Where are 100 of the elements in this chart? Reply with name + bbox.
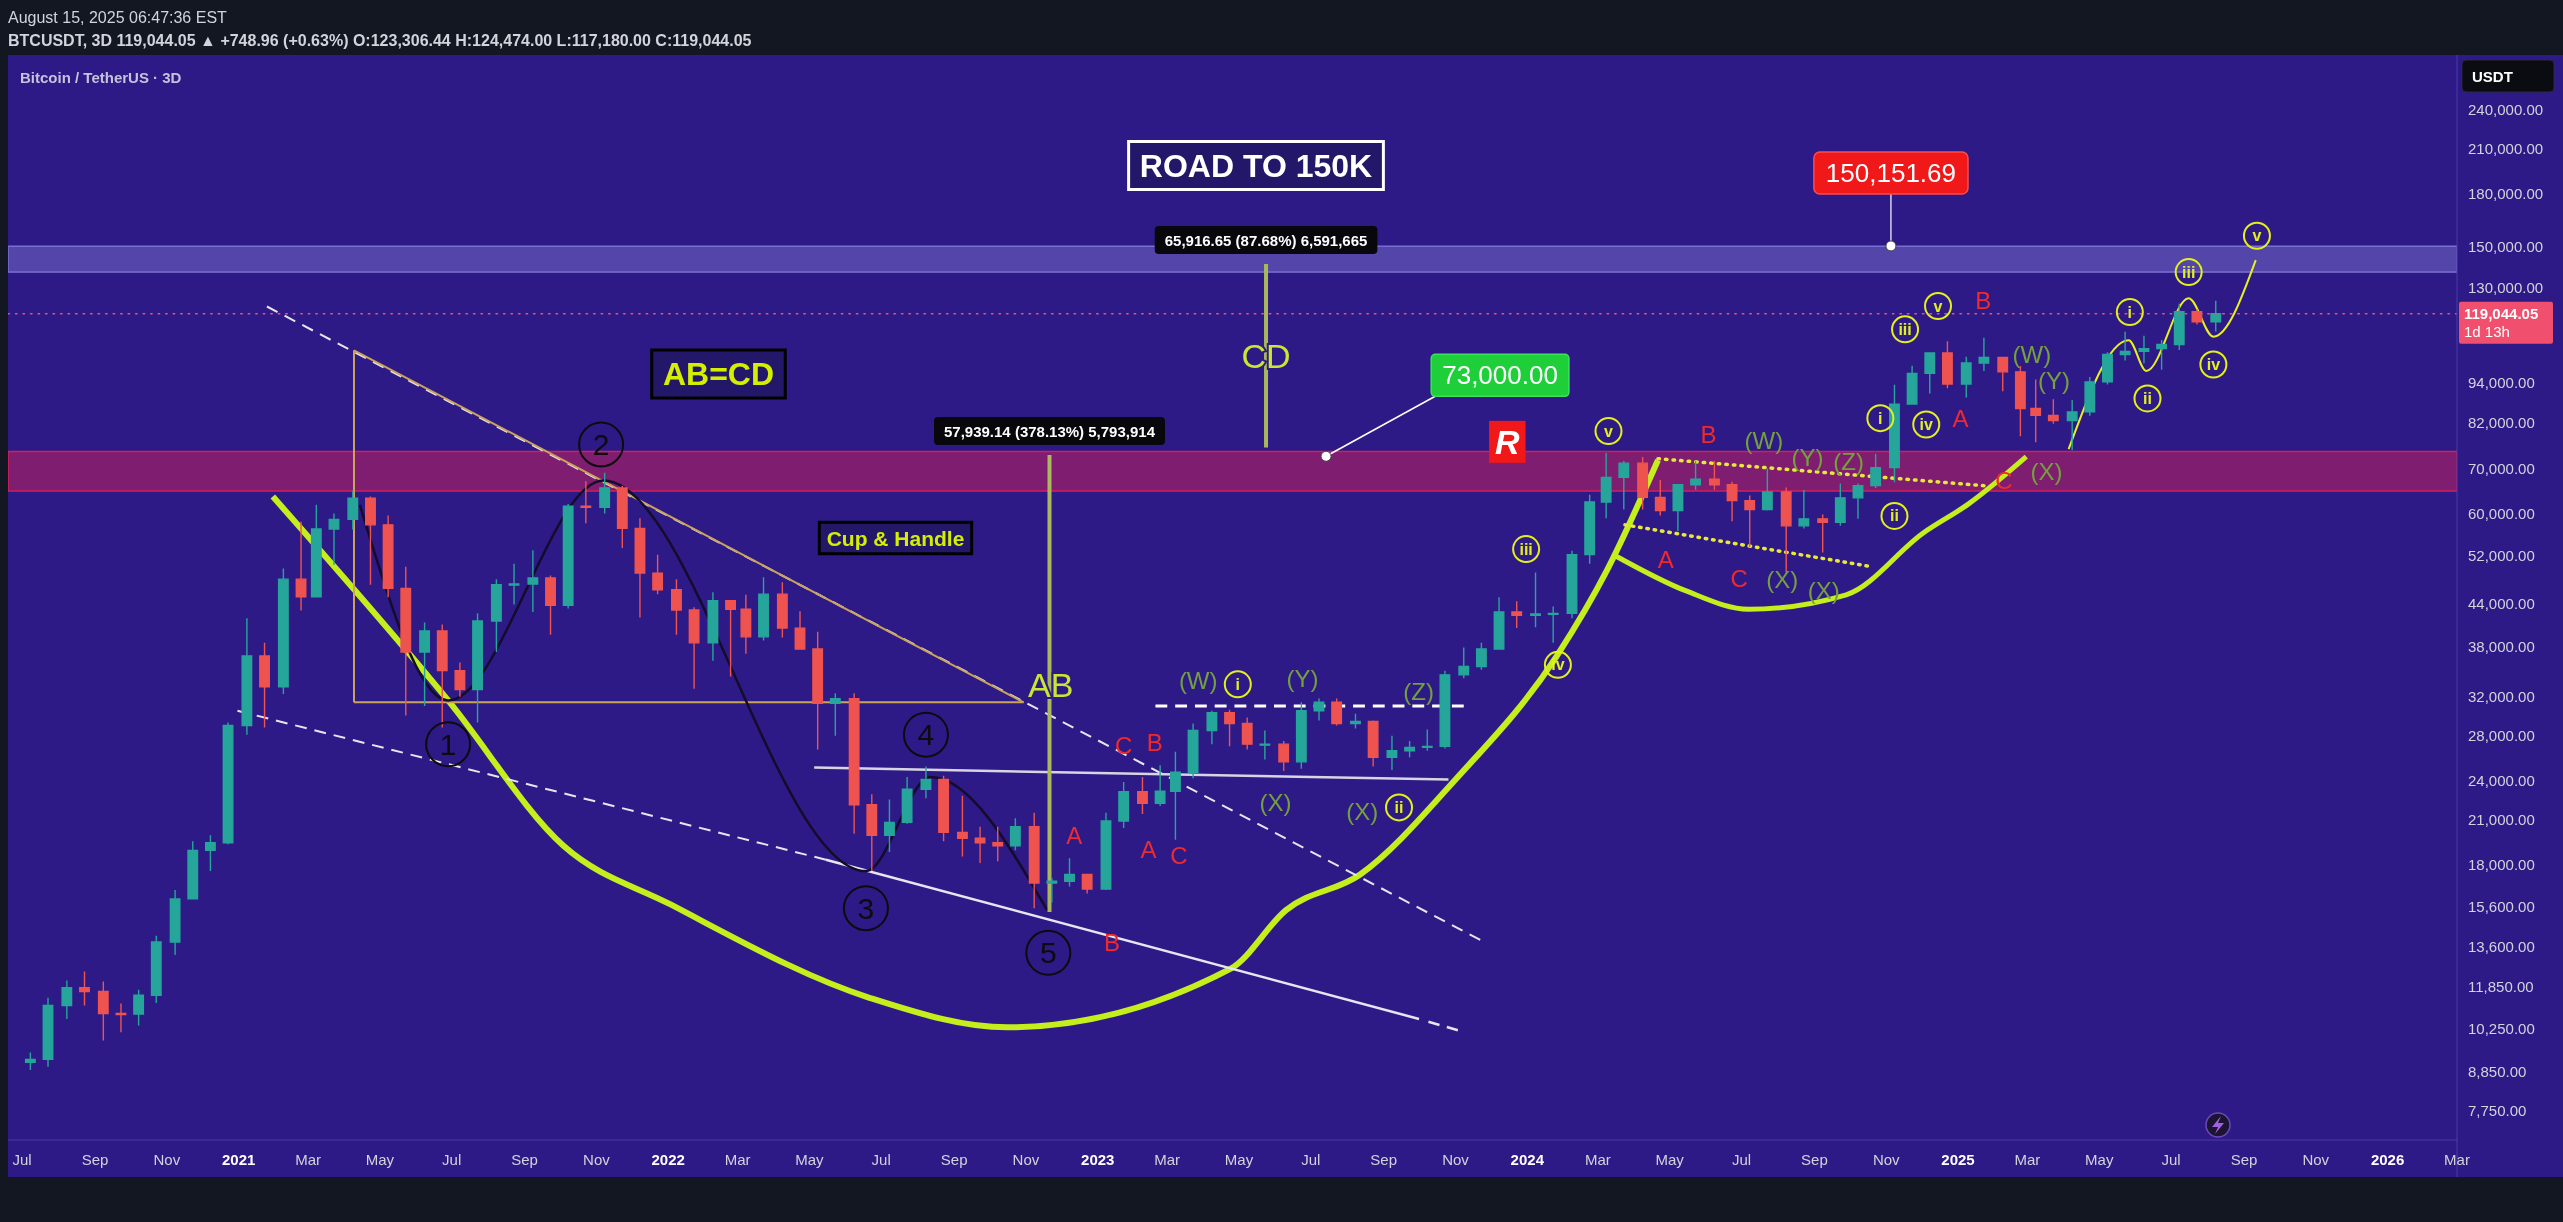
ref-line-label: 119,044.05	[2464, 305, 2539, 323]
annotation: ROAD TO 150K	[1139, 147, 1373, 184]
annotation: (X)	[1766, 566, 1799, 594]
y-tick-label: 210,000.00	[2468, 139, 2544, 157]
x-tick-label: May	[795, 1150, 825, 1168]
x-tick-label: 2023	[1081, 1150, 1115, 1168]
x-tick-label: Nov	[1442, 1150, 1470, 1168]
y-tick-label: 13,600.00	[2468, 937, 2535, 955]
annotation: ii	[2143, 389, 2152, 407]
x-tick-label: Mar	[2014, 1150, 2041, 1168]
y-tick-label: 82,000.00	[2468, 413, 2535, 431]
x-tick-label: Jul	[1301, 1150, 1321, 1168]
x-tick-label: Jul	[871, 1150, 891, 1168]
y-tick-label: 60,000.00	[2468, 504, 2535, 522]
text: BTCUSDT, 3D 119,044.05 ▲ +748.96 (+0.63%) O:123,306.44 H:124,474.00 L:117,180.00 C:119,044.05	[8, 31, 752, 49]
x-tick-label: Sep	[81, 1150, 109, 1168]
annotation: v	[1604, 422, 1614, 440]
annotation: A	[1657, 545, 1674, 573]
y-axis-title: USDT	[2472, 67, 2513, 85]
y-tick-label: 15,600.00	[2468, 897, 2535, 915]
x-tick-label: Mar	[724, 1150, 751, 1168]
x-tick-label: Jul	[2161, 1150, 2181, 1168]
annotation: 5	[1039, 936, 1057, 970]
x-tick-label: Mar	[1154, 1150, 1181, 1168]
annotation: (X)	[1346, 798, 1379, 826]
annotation: ii	[1394, 798, 1404, 816]
x-tick-label: 2025	[1941, 1150, 1975, 1168]
annotation: v	[2252, 227, 2262, 245]
annotation: (W)	[2012, 341, 2052, 369]
annotation: ii	[1890, 507, 1899, 525]
y-tick-label: 180,000.00	[2468, 184, 2544, 202]
x-tick-label: 2026	[2370, 1150, 2405, 1168]
y-tick-label: 8,850.00	[2468, 1063, 2527, 1081]
x-tick-label: Nov	[2302, 1150, 2330, 1168]
x-tick-label: Nov	[153, 1150, 181, 1168]
annotation: (Z)	[1403, 678, 1435, 706]
x-tick-label: May	[365, 1150, 395, 1168]
text: 1d 13h	[2464, 323, 2510, 341]
annotation: A	[1066, 821, 1083, 849]
x-tick-label: Mar	[295, 1150, 322, 1168]
annotation: C	[1730, 564, 1748, 592]
x-tick-label: May	[1655, 1150, 1685, 1168]
y-tick-label: 21,000.00	[2468, 811, 2535, 829]
x-tick-label: Sep	[1370, 1150, 1398, 1168]
x-tick-label: 2021	[221, 1150, 256, 1168]
annotation: R	[1495, 422, 1521, 461]
annotation: A	[1952, 405, 1969, 433]
annotation: AB=CD	[662, 356, 775, 392]
x-tick-label: 2022	[651, 1150, 685, 1168]
x-tick-label: Nov	[1872, 1150, 1901, 1168]
y-tick-label: 52,000.00	[2468, 546, 2535, 564]
annotation: 3	[857, 891, 875, 925]
annotation: i	[1878, 409, 1883, 427]
y-tick-label: 32,000.00	[2468, 688, 2535, 706]
y-tick-label: 10,250.00	[2468, 1020, 2535, 1038]
annotation: (X)	[1807, 577, 1840, 605]
annotation: C	[1115, 732, 1133, 760]
annotation: C	[1170, 842, 1188, 869]
annotation: 57,939.14 (378.13%) 5,793,914	[943, 422, 1156, 440]
annotation: (Y)	[1286, 665, 1319, 693]
annotation: (Z)	[1833, 448, 1864, 476]
annotation: v	[1933, 297, 1943, 315]
text: August 15, 2025 06:47:36 EST	[8, 8, 228, 26]
x-tick-label: Sep	[2230, 1150, 2258, 1168]
annotation: iii	[1519, 540, 1533, 558]
x-tick-label: May	[2085, 1150, 2114, 1168]
annotation: (W)	[1178, 666, 1218, 694]
annotation: (X)	[2030, 458, 2063, 486]
y-tick-label: 150,000.00	[2468, 237, 2544, 255]
annotation: iv	[1919, 416, 1934, 434]
text: Bitcoin / TetherUS · 3D	[20, 68, 182, 86]
y-tick-label: 94,000.00	[2468, 374, 2535, 392]
annotation: B	[1975, 286, 1992, 314]
y-tick-label: 11,850.00	[2468, 977, 2534, 995]
x-tick-label: Nov	[583, 1150, 611, 1168]
y-tick-label: 28,000.00	[2468, 727, 2535, 745]
x-tick-label: 2024	[1510, 1150, 1545, 1168]
x-tick-label: Jul	[1731, 1150, 1752, 1168]
annotation: 65,916.65 (87.68%) 6,591,665	[1164, 231, 1368, 249]
y-tick-label: 70,000.00	[2468, 460, 2535, 478]
annotation: A	[1140, 836, 1157, 864]
annotation: B	[1146, 729, 1163, 757]
annotation: Cup & Handle	[826, 526, 965, 550]
y-tick-label: 130,000.00	[2468, 279, 2544, 297]
annotation: i	[2127, 303, 2133, 321]
annotation: 73,000.00	[1442, 360, 1558, 391]
x-tick-label: Sep	[1801, 1150, 1828, 1168]
x-tick-label: Mar	[1584, 1150, 1611, 1168]
annotation: (Y)	[1791, 443, 1824, 471]
y-tick-label: 7,750.00	[2468, 1101, 2527, 1119]
x-tick-label: Jul	[442, 1150, 462, 1168]
annotation: iii	[2182, 263, 2196, 281]
annotation: (W)	[1744, 427, 1784, 455]
y-tick-label: 240,000.00	[2468, 100, 2544, 118]
annotation: B	[1700, 421, 1717, 449]
x-tick-label: Mar	[2444, 1150, 2470, 1168]
x-tick-label: May	[1224, 1150, 1254, 1168]
y-tick-label: 38,000.00	[2468, 638, 2535, 656]
y-tick-label: 44,000.00	[2468, 595, 2535, 613]
annotation: 1	[439, 727, 457, 761]
